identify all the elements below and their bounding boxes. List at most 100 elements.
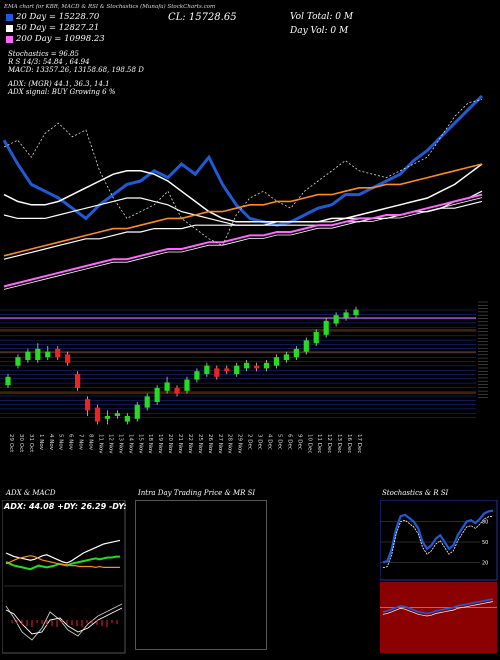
candle-up [283, 354, 289, 360]
candle-up [25, 351, 31, 360]
price-dotted-line [3, 99, 483, 247]
candle-down [253, 365, 260, 369]
candle-up [134, 404, 140, 419]
date-label: 3 Dec [257, 434, 263, 450]
date-label: 5 Dec [276, 434, 282, 450]
stoch-k-line [382, 509, 494, 564]
macd-readout: MACD: 13357.26, 13158.68, 198.58 D [8, 66, 144, 74]
date-label: 8 Nov [88, 434, 94, 451]
date-label: 30 Oct [18, 434, 24, 453]
date-label: 12 Dec [326, 434, 332, 453]
date-label: 9 Dec [296, 434, 302, 450]
ema20-line [2, 94, 484, 227]
candle-up [15, 357, 21, 366]
adx-line [5, 539, 121, 564]
adx-panel: ADX: 44.08 +DY: 26.29 -DY: 14.08 [2, 500, 127, 654]
candle-up [45, 351, 51, 358]
candle-up [114, 413, 120, 416]
date-label: 5 Nov [58, 434, 64, 451]
date-label: 18 Nov [147, 434, 153, 454]
rsi-background [380, 582, 497, 653]
candle-up [293, 348, 299, 358]
candle-up [263, 362, 270, 369]
date-label: 26 Nov [207, 434, 213, 454]
adx-signal: ADX signal: BUY Growing 6 % [8, 88, 116, 96]
rsi-signal-line [382, 601, 494, 617]
candle-up [244, 362, 250, 369]
date-label: 29 Oct [8, 434, 14, 453]
legend-label: 20 Day = 15228.70 [16, 12, 100, 22]
date-label: 19 Nov [157, 434, 163, 454]
date-label: 21 Nov [177, 434, 183, 454]
header-title: EMA chart for KBR, MACD & RSI & Stochast… [4, 4, 216, 10]
candle-up [333, 315, 339, 324]
candle-up [303, 340, 309, 352]
date-label: 31 Oct [28, 434, 34, 453]
date-label: 20 Nov [167, 434, 173, 454]
volume-total: Vol Total: 0 M [290, 12, 354, 22]
candle-up [154, 388, 160, 402]
candle-up [104, 416, 111, 419]
stoch-tick-label: 20 [482, 560, 488, 566]
candle-up [5, 376, 11, 386]
date-label: 6 Dec [286, 434, 292, 450]
date-label: 1 Nov [38, 434, 44, 451]
date-label: 11 Dec [316, 434, 322, 453]
date-label: 17 Dec [356, 434, 362, 453]
candle-down [174, 388, 180, 394]
intraday-panel [135, 500, 267, 650]
date-label: 13 Nov [117, 434, 123, 454]
date-label: 14 Nov [127, 434, 133, 454]
candle-up [144, 396, 150, 408]
stochastics-detail: R S 14/3: 54.84 , 64.94 [8, 58, 90, 66]
date-label: 10 Dec [306, 434, 312, 453]
candle-down [94, 407, 101, 422]
date-label: 25 Nov [197, 434, 203, 454]
adx-panel-title: ADX & MACD [6, 489, 56, 497]
stoch-frame [380, 500, 498, 581]
candle-up [124, 416, 130, 422]
candle-up [313, 332, 319, 344]
candle-down [214, 368, 220, 377]
stochastics-readout: Stochastics = 96.85 [8, 50, 79, 58]
date-label: 29 Nov [237, 434, 243, 454]
legend-swatch [6, 14, 13, 21]
date-label: 22 Nov [187, 434, 193, 454]
day-volume: Day Vol: 0 M [290, 26, 349, 36]
price-chart: 29 Oct 30 Oct 31 Oct 1 Nov 4 Nov 5 Nov 6 Nov 7 … [0, 94, 488, 454]
candle-down [75, 374, 81, 388]
rsi-line [382, 598, 494, 615]
candle-up [323, 320, 329, 335]
date-label: 15 Nov [137, 434, 143, 454]
date-label: 7 Nov [78, 434, 84, 451]
stoch-tick-label: 80 [482, 520, 488, 526]
stoch-panel-title: Stochastics & R SI [382, 489, 449, 497]
date-label: 4 Nov [48, 434, 54, 451]
ema-orange-line [3, 163, 483, 257]
date-label: 16 Dec [346, 434, 352, 453]
close-value: CL: 15728.65 [168, 12, 237, 23]
date-label: 27 Nov [217, 434, 223, 454]
candle-down [55, 348, 61, 358]
ema200-shadow-line [3, 197, 483, 290]
adx-panel-frame [2, 500, 126, 654]
adx-readout: ADX: (MGR) 44.1, 36.3, 14.1 [8, 80, 110, 88]
macd-line [5, 603, 123, 641]
candle-down [65, 354, 71, 363]
stoch-tick-label: 50 [482, 540, 488, 546]
date-label: 28 Nov [227, 434, 233, 454]
minus-di-line [5, 555, 120, 569]
intraday-panel-title: Intra Day Trading Price & MR SI [138, 489, 256, 497]
date-label: 11 Nov [97, 434, 103, 454]
date-label: 13 Dec [336, 434, 342, 453]
adx-values: ADX: 44.08 +DY: 26.29 -DY: 14.08 [3, 502, 127, 511]
stoch-d-line [382, 515, 494, 569]
candle-up [273, 357, 280, 366]
candle-up [164, 382, 170, 391]
candle-down [224, 368, 230, 372]
candle-up [184, 379, 190, 391]
date-label: 2 Dec [247, 434, 253, 450]
legend-swatch [6, 36, 13, 43]
candle-up [343, 312, 349, 318]
